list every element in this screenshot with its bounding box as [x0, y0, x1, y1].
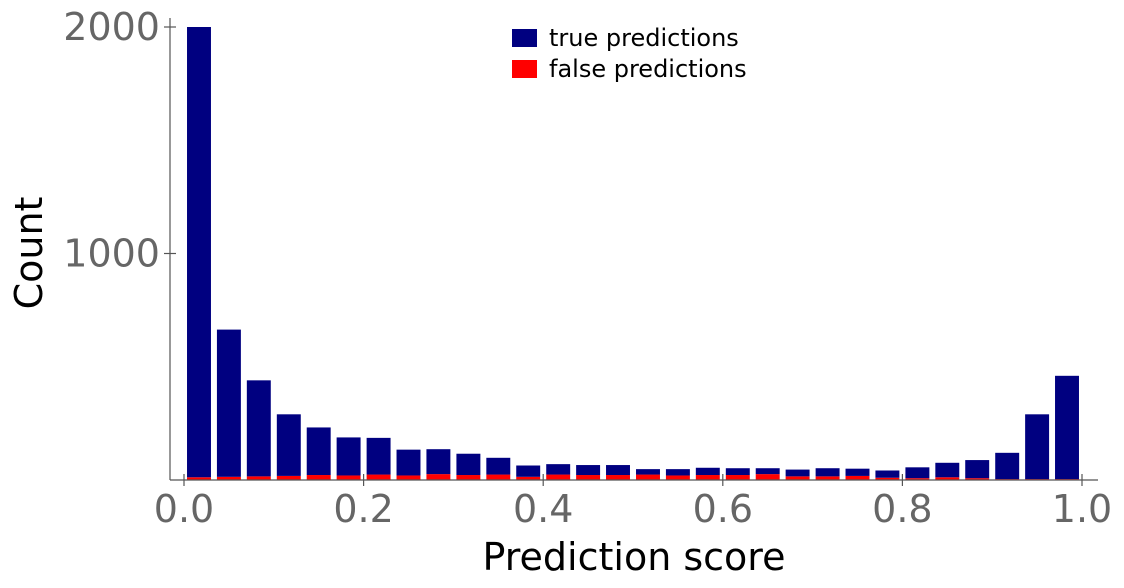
false-bar-24	[905, 478, 930, 480]
true-bar-5	[336, 437, 361, 476]
y-tick-label-0: 2000	[63, 5, 160, 49]
true-bar-22	[845, 468, 870, 476]
true-bar-0	[187, 27, 211, 478]
false-bar-22	[845, 475, 870, 480]
axes-group: 2000 1000 0.0 0.2 0.4 0.6 0.8 1.0 Prediction sco…	[7, 5, 1112, 579]
true-bar-7	[396, 449, 421, 476]
legend-swatch-1	[512, 60, 537, 78]
false-bar-23	[875, 477, 900, 480]
false-bar-4	[306, 475, 331, 480]
x-tick-label-4: 0.8	[872, 487, 932, 531]
false-bar-18	[725, 475, 750, 480]
true-bar-13	[576, 465, 601, 476]
legend-label-1: false predictions	[549, 55, 747, 83]
true-bar-19	[755, 468, 780, 475]
false-bar-26	[965, 478, 990, 480]
x-tick-label-3: 0.6	[693, 487, 753, 531]
true-bar-15	[636, 469, 660, 475]
legend: true predictions false predictions	[512, 24, 747, 83]
true-bar-26	[965, 460, 990, 479]
false-bar-0	[187, 477, 211, 480]
x-axis-title: Prediction score	[483, 535, 786, 579]
true-bar-2	[246, 380, 271, 477]
true-bar-11	[516, 465, 541, 477]
legend-swatch-0	[512, 29, 537, 47]
bars-group	[187, 27, 1079, 480]
false-bar-2	[246, 476, 271, 480]
false-bar-19	[755, 474, 780, 480]
true-bar-16	[665, 469, 690, 476]
x-tick-label-5: 1.0	[1052, 487, 1112, 531]
false-bar-5	[336, 475, 361, 480]
x-tick-label-2: 0.4	[513, 487, 573, 531]
true-bar-10	[486, 457, 511, 475]
false-bar-7	[396, 475, 421, 480]
true-bar-20	[785, 469, 810, 477]
true-bar-24	[905, 467, 930, 479]
true-bar-9	[456, 453, 481, 476]
false-bar-14	[606, 475, 630, 480]
false-bar-16	[665, 475, 690, 480]
false-bar-17	[695, 475, 720, 480]
true-bar-17	[695, 467, 720, 476]
true-bar-6	[366, 437, 391, 475]
false-bar-25	[935, 477, 960, 480]
false-bar-21	[815, 476, 840, 480]
false-bar-10	[486, 474, 511, 480]
true-bar-12	[546, 464, 571, 475]
false-bar-9	[456, 475, 481, 480]
true-bar-29	[1055, 375, 1079, 480]
false-bar-6	[366, 474, 391, 480]
y-axis-title: Count	[7, 197, 51, 310]
false-bar-11	[516, 476, 541, 480]
false-bar-20	[785, 476, 810, 480]
true-bar-14	[606, 465, 630, 476]
true-bar-8	[426, 449, 451, 475]
x-tick-label-1: 0.2	[333, 487, 393, 531]
false-bar-1	[216, 476, 241, 480]
false-bar-13	[576, 475, 601, 480]
x-tick-label-0: 0.0	[154, 487, 214, 531]
false-bar-12	[546, 474, 571, 480]
legend-label-0: true predictions	[549, 24, 739, 52]
false-bar-15	[636, 474, 660, 480]
true-bar-27	[995, 452, 1020, 480]
true-bar-23	[875, 470, 900, 478]
false-bar-8	[426, 474, 451, 480]
true-bar-28	[1025, 414, 1050, 480]
true-bar-21	[815, 468, 840, 477]
y-tick-label-1: 1000	[63, 232, 160, 276]
true-bar-1	[216, 329, 241, 477]
false-bar-3	[276, 475, 301, 480]
true-bar-18	[725, 468, 750, 476]
true-bar-25	[935, 462, 960, 478]
true-bar-3	[276, 414, 301, 476]
true-bar-4	[306, 427, 331, 476]
